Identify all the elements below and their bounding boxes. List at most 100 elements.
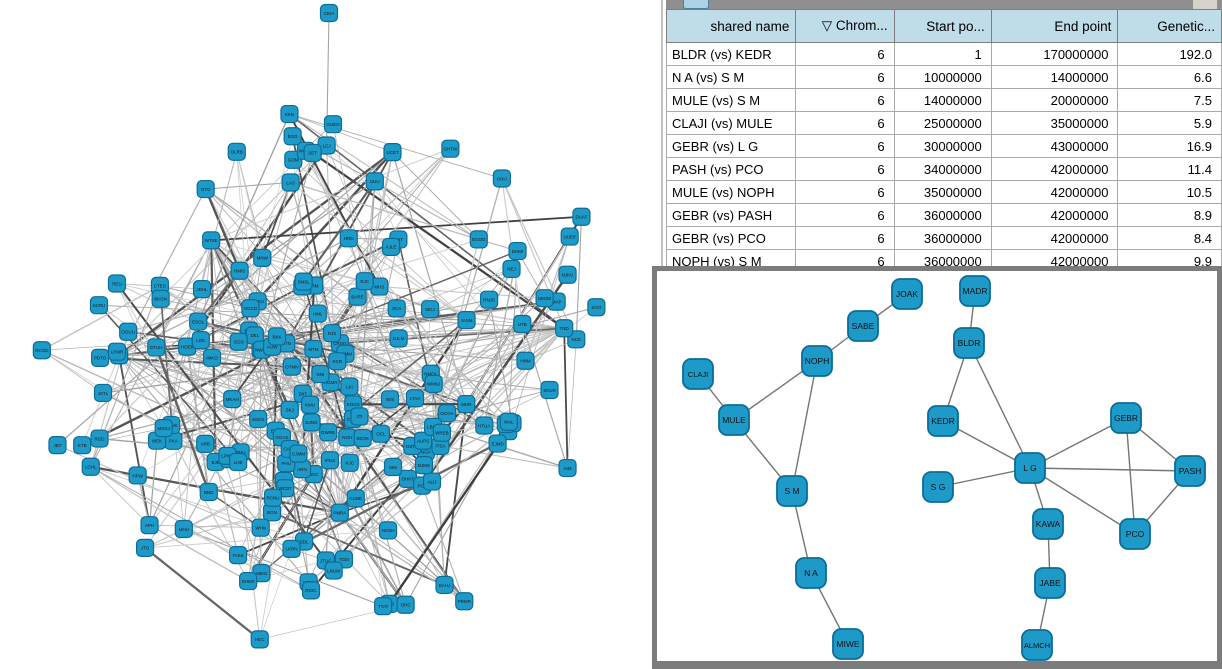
table-cell-start[interactable]: 34000000 — [893, 157, 992, 181]
table-cell-start[interactable]: 14000000 — [893, 88, 992, 112]
network-node[interactable]: ARN — [292, 460, 312, 479]
network-node[interactable]: WHN — [251, 518, 270, 537]
network-node[interactable]: DJLM — [389, 329, 408, 348]
network-node[interactable]: DHER — [239, 571, 258, 591]
network-node[interactable]: OGUU — [119, 322, 138, 341]
table-cell-chromosome[interactable]: 6 — [795, 226, 895, 250]
table-cell-shared_name[interactable]: N A (vs) S M — [665, 65, 797, 89]
panel-splitter[interactable] — [661, 0, 663, 266]
table-cell-genetic[interactable]: 10.5 — [1117, 180, 1222, 204]
network-node[interactable]: LKRN — [282, 539, 301, 558]
network-node[interactable]: LAS — [281, 173, 300, 192]
network-node[interactable]: KEDR — [927, 405, 959, 437]
network-node[interactable]: KJC — [340, 453, 359, 472]
column-header-0[interactable]: shared name — [665, 9, 797, 43]
network-node[interactable]: DUAT — [572, 207, 591, 226]
table-row[interactable]: GEBR (vs) L G 6 30000000 43000000 16.9 — [665, 134, 1222, 158]
network-node[interactable]: LKI — [340, 377, 359, 396]
column-header-1[interactable]: ▽ Chrom... — [795, 9, 895, 43]
network-node[interactable]: BKGN — [151, 289, 170, 308]
network-node[interactable]: KTB — [73, 436, 92, 455]
network-node[interactable]: BARE — [348, 287, 367, 306]
network-node[interactable]: RIOC — [301, 581, 321, 600]
table-cell-genetic[interactable]: 8.9 — [1117, 203, 1222, 227]
table-cell-chromosome[interactable]: 6 — [795, 134, 895, 158]
table-cell-shared_name[interactable]: MULE (vs) S M — [665, 88, 797, 112]
table-cell-shared_name[interactable]: BLDR (vs) KEDR — [665, 42, 797, 66]
network-node[interactable]: JOAK — [891, 278, 923, 310]
network-node[interactable]: BND — [199, 482, 218, 502]
network-node[interactable]: PASH — [1174, 455, 1206, 487]
network-node[interactable]: HPW — [128, 466, 147, 485]
network-node[interactable]: KMU — [300, 395, 320, 414]
table-cell-shared_name[interactable]: CLAJI (vs) MULE — [665, 111, 797, 135]
network-node[interactable]: JBT — [48, 436, 67, 455]
network-node[interactable]: MSGJ — [154, 419, 173, 438]
table-cell-start[interactable]: 36000000 — [893, 226, 992, 250]
network-node[interactable]: JDHL — [192, 280, 212, 299]
network-node[interactable]: REU — [107, 274, 127, 293]
network-node[interactable]: NEJ — [502, 259, 521, 279]
table-row[interactable]: CLAJI (vs) MULE 6 25000000 35000000 5.9 — [665, 111, 1222, 135]
network-node[interactable]: UUU — [365, 172, 384, 191]
network-node[interactable]: WTSE — [202, 231, 221, 250]
network-node[interactable]: EJMD — [488, 434, 507, 453]
table-row[interactable]: MULE (vs) S M 6 14000000 20000000 7.5 — [665, 88, 1222, 112]
network-node[interactable]: ALMCH — [1021, 629, 1053, 661]
network-node[interactable]: WMNJ — [424, 374, 443, 393]
network-node[interactable]: KAWA — [1032, 508, 1064, 540]
network-node[interactable]: DTUH — [147, 338, 166, 357]
network-node[interactable]: PDTO — [91, 348, 110, 367]
network-node[interactable]: UUEP — [560, 227, 579, 246]
network-node[interactable]: WAL — [499, 412, 518, 431]
table-row[interactable]: GEBR (vs) PASH 6 36000000 42000000 8.9 — [665, 203, 1222, 227]
network-node[interactable]: ARB — [196, 434, 215, 453]
network-node[interactable]: RJS — [322, 324, 342, 343]
network-node[interactable]: OGCD — [241, 299, 260, 318]
network-node[interactable]: HML — [308, 304, 327, 323]
table-cell-end[interactable]: 42000000 — [990, 157, 1119, 181]
column-header-2[interactable]: Start po... — [893, 9, 992, 43]
table-row[interactable]: MULE (vs) NOPH 6 35000000 42000000 10.5 — [665, 180, 1222, 204]
network-node[interactable]: OHC — [396, 595, 415, 614]
table-cell-end[interactable]: 42000000 — [990, 226, 1119, 250]
network-node[interactable]: CLAJI — [682, 358, 714, 390]
network-node[interactable]: SIM — [383, 457, 403, 477]
network-node[interactable]: NJKU — [558, 265, 577, 284]
table-cell-chromosome[interactable]: 6 — [795, 180, 895, 204]
network-node[interactable]: DJNG — [302, 413, 321, 432]
network-node[interactable]: TND — [555, 319, 574, 338]
network-node[interactable]: NOH — [338, 428, 357, 447]
network-node[interactable]: MHU — [174, 519, 193, 539]
network-node[interactable]: GUEO — [323, 115, 343, 134]
table-cell-shared_name[interactable]: GEBR (vs) L G — [665, 134, 797, 158]
network-node[interactable]: TTAT — [374, 597, 393, 616]
network-node[interactable]: LTAA — [405, 389, 425, 408]
network-node[interactable]: GHTW — [441, 139, 460, 158]
table-cell-genetic[interactable]: 7.5 — [1117, 88, 1222, 112]
network-node[interactable]: OTMN — [282, 357, 301, 376]
network-node[interactable]: SMSL — [294, 272, 313, 291]
network-node[interactable]: LNUM — [324, 561, 343, 580]
network-node[interactable]: HRD — [339, 229, 358, 248]
network-node[interactable]: HEC — [250, 630, 269, 649]
table-cell-genetic[interactable]: 11.4 — [1117, 157, 1222, 181]
network-node[interactable]: NKDH — [379, 521, 398, 540]
table-cell-chromosome[interactable]: 6 — [795, 157, 895, 181]
table-cell-chromosome[interactable]: 6 — [795, 88, 895, 112]
table-cell-end[interactable]: 170000000 — [990, 42, 1119, 66]
network-node[interactable]: KKN — [280, 104, 299, 124]
network-node[interactable]: ESOL — [189, 312, 208, 331]
network-node[interactable]: MADR — [959, 275, 991, 307]
network-node[interactable]: HTUA — [475, 416, 494, 435]
network-node[interactable]: GWRE — [319, 423, 338, 442]
table-cell-chromosome[interactable]: 6 — [795, 65, 895, 89]
table-cell-start[interactable]: 25000000 — [893, 111, 992, 135]
network-node[interactable]: SKUR — [540, 380, 559, 400]
network-node[interactable]: S M — [776, 475, 808, 507]
network-node[interactable]: HMIS — [230, 261, 249, 280]
overview-network-canvas[interactable]: KKNLASGOMLCJGUEOUCETEGGOLRBWEMHGHTWGTOUU… — [0, 0, 652, 669]
network-node[interactable]: RJC — [355, 272, 374, 291]
table-cell-genetic[interactable]: 192.0 — [1117, 42, 1222, 66]
table-cell-start[interactable]: 35000000 — [893, 180, 992, 204]
